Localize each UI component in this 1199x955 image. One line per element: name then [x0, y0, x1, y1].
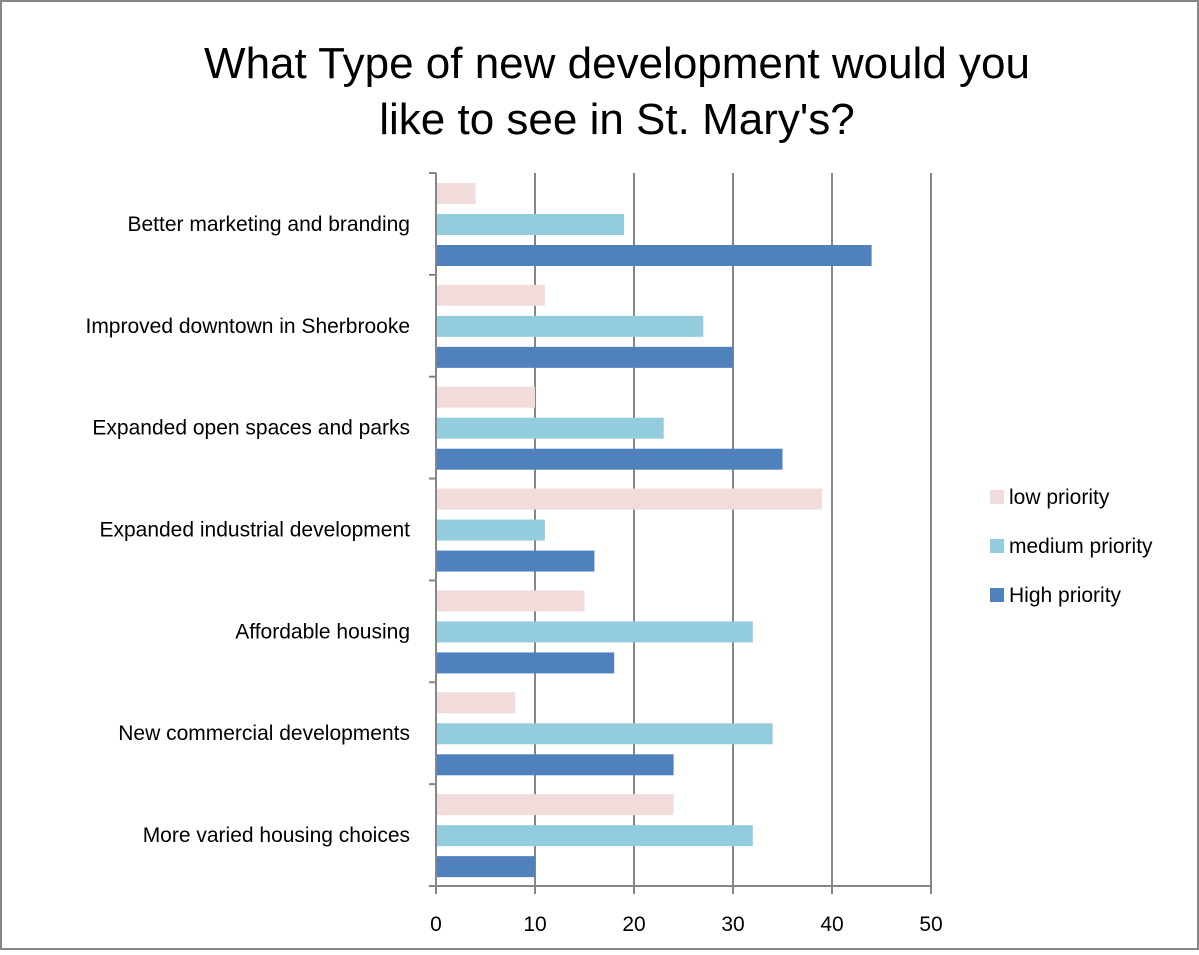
- x-tick-label: 40: [820, 913, 843, 936]
- bar-medium-priority: [436, 315, 704, 337]
- legend-swatch: [990, 490, 1004, 504]
- bar-medium-priority: [436, 214, 625, 235]
- x-tick-label: 30: [721, 913, 744, 936]
- legend-swatch: [990, 539, 1004, 553]
- bar-medium-priority: [436, 519, 545, 541]
- bar-high-priority: [436, 754, 674, 776]
- bar-medium-priority: [436, 723, 773, 745]
- category-labels: Better marketing and branding Improved do…: [85, 213, 410, 847]
- x-tick-label: 0: [430, 913, 442, 936]
- bar-low-priority: [436, 590, 585, 612]
- bar-low-priority: [436, 284, 545, 306]
- legend: low priority medium priority High priority: [990, 486, 1153, 607]
- bar-high-priority: [436, 448, 783, 470]
- category-label: Better marketing and branding: [127, 213, 410, 236]
- bars: [436, 183, 872, 878]
- x-tick-label: 20: [622, 913, 645, 936]
- x-tick-label: 10: [523, 913, 546, 936]
- category-label: Expanded open spaces and parks: [92, 417, 410, 440]
- bar-low-priority: [436, 692, 516, 714]
- bar-medium-priority: [436, 621, 753, 643]
- legend-swatch: [990, 588, 1004, 602]
- bar-medium-priority: [436, 417, 664, 439]
- bar-low-priority: [436, 183, 476, 204]
- bar-high-priority: [436, 550, 595, 572]
- category-label: Improved downtown in Sherbrooke: [85, 315, 410, 338]
- legend-label: medium priority: [1009, 535, 1153, 558]
- chart-title-line-2: like to see in St. Mary's?: [379, 95, 854, 144]
- category-label: Expanded industrial development: [99, 519, 410, 542]
- bar-high-priority: [436, 346, 733, 368]
- bar-low-priority: [436, 386, 535, 408]
- bar-high-priority: [436, 652, 615, 674]
- bar-low-priority: [436, 794, 674, 816]
- category-label: Affordable housing: [235, 620, 410, 643]
- bar-high-priority: [436, 856, 535, 878]
- category-label: New commercial developments: [118, 722, 410, 745]
- bar-low-priority: [436, 488, 823, 510]
- legend-label: low priority: [1009, 486, 1110, 509]
- x-tick-label: 50: [919, 913, 942, 936]
- legend-label: High priority: [1009, 584, 1122, 607]
- axes: 0 10 20 30 40 50: [429, 172, 943, 936]
- bar-medium-priority: [436, 825, 753, 847]
- chart-title-line-1: What Type of new development would you: [204, 39, 1030, 88]
- category-label: More varied housing choices: [143, 824, 410, 847]
- bar-high-priority: [436, 245, 872, 266]
